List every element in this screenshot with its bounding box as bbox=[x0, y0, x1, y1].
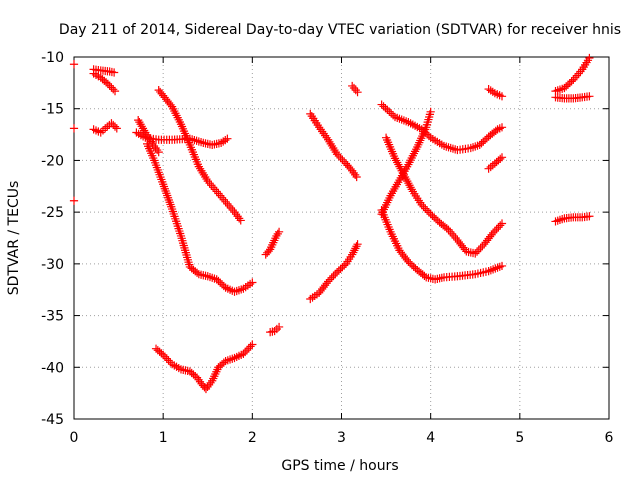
data-point bbox=[497, 261, 507, 271]
data-point bbox=[497, 219, 507, 228]
series-trace bbox=[69, 60, 79, 205]
series-trace bbox=[134, 115, 163, 157]
y-tick-label: -35 bbox=[41, 309, 64, 325]
x-tick-label: 3 bbox=[337, 430, 346, 446]
data-point bbox=[69, 60, 79, 69]
data-point bbox=[112, 124, 121, 133]
series-trace bbox=[151, 340, 257, 394]
x-tick-label: 5 bbox=[515, 430, 524, 446]
data-point bbox=[236, 216, 245, 225]
data-point bbox=[110, 87, 120, 96]
y-tick-label: -40 bbox=[41, 360, 64, 376]
series-trace bbox=[261, 227, 284, 259]
series-trace bbox=[266, 322, 284, 337]
data-point bbox=[248, 340, 257, 349]
data-point bbox=[352, 172, 361, 182]
y-axis-label: SDTVAR / TECUs bbox=[6, 181, 22, 296]
y-tick-label: -10 bbox=[41, 50, 64, 66]
data-point bbox=[585, 92, 594, 101]
x-tick-label: 6 bbox=[605, 430, 614, 446]
series-trace bbox=[551, 212, 594, 226]
x-tick-label: 2 bbox=[248, 430, 257, 446]
y-tick-label: -15 bbox=[41, 102, 64, 118]
y-tick-label: -25 bbox=[41, 205, 64, 221]
data-point bbox=[497, 92, 507, 101]
data-point bbox=[274, 227, 284, 236]
series-trace bbox=[551, 92, 594, 103]
x-axis-label: GPS time / hours bbox=[281, 458, 398, 474]
series-trace bbox=[143, 139, 257, 296]
y-tick-label: -30 bbox=[41, 257, 64, 273]
data-point bbox=[198, 381, 208, 390]
data-point bbox=[261, 250, 270, 259]
series-trace bbox=[377, 107, 435, 219]
data-point bbox=[263, 248, 272, 257]
data-point bbox=[69, 196, 79, 205]
data-point bbox=[69, 124, 79, 133]
data-point bbox=[110, 68, 119, 77]
data-point bbox=[274, 322, 284, 332]
series-trace bbox=[484, 84, 507, 101]
x-tick-label: 4 bbox=[426, 430, 435, 446]
series-trace bbox=[348, 81, 362, 97]
data-point bbox=[353, 88, 362, 97]
series-trace bbox=[377, 205, 507, 284]
data-point bbox=[248, 278, 257, 287]
data-point bbox=[154, 148, 163, 157]
series-trace bbox=[154, 85, 245, 225]
data-point bbox=[497, 123, 507, 132]
x-tick-label: 1 bbox=[159, 430, 168, 446]
data-point bbox=[426, 107, 435, 116]
series-trace bbox=[306, 109, 361, 182]
series-trace bbox=[306, 240, 362, 304]
chart-title: Day 211 of 2014, Sidereal Day-to-day VTE… bbox=[59, 22, 621, 38]
series-trace bbox=[551, 53, 594, 96]
data-point bbox=[497, 153, 507, 162]
data-point bbox=[223, 134, 232, 143]
axis-ticks: 0 1 2 3 4 5 6 -10 -15 -20 -25 -30 -35 -40 -45 bbox=[41, 50, 613, 446]
data-point bbox=[197, 379, 206, 388]
series-trace bbox=[89, 69, 120, 96]
y-tick-label: -45 bbox=[41, 412, 64, 428]
series-trace bbox=[484, 153, 507, 173]
data-point bbox=[353, 240, 362, 249]
data-marks bbox=[69, 53, 594, 394]
x-tick-label: 0 bbox=[70, 430, 79, 446]
data-point bbox=[585, 212, 594, 221]
data-point bbox=[585, 53, 594, 63]
series-trace bbox=[89, 119, 121, 137]
y-tick-label: -20 bbox=[41, 153, 64, 169]
